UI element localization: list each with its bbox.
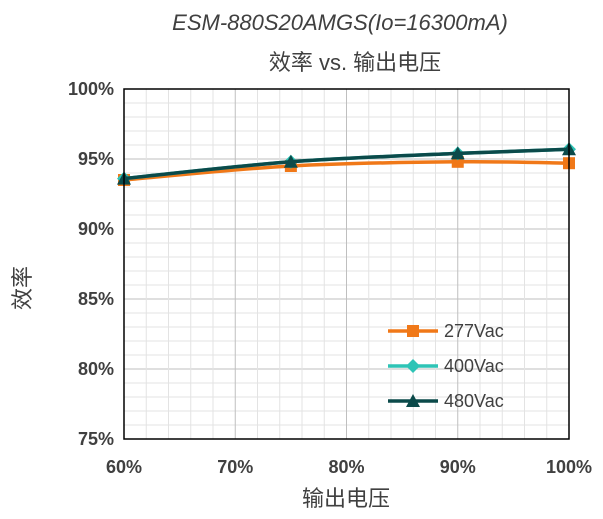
legend-label: 480Vac xyxy=(444,391,504,411)
legend-swatch-marker xyxy=(407,325,419,337)
x-tick-label: 100% xyxy=(546,457,592,477)
series-line xyxy=(123,159,570,182)
legend-label: 400Vac xyxy=(444,356,504,376)
y-tick-label: 80% xyxy=(78,359,114,379)
legend-item: 277Vac xyxy=(388,321,504,341)
legend-label: 277Vac xyxy=(444,321,504,341)
legend-item: 480Vac xyxy=(388,391,504,411)
chart-subtitle: 效率 vs. 输出电压 xyxy=(269,50,441,75)
series-480Vac xyxy=(117,142,576,185)
series-layer xyxy=(117,142,576,186)
y-tick-label: 90% xyxy=(78,219,114,239)
grid-lines xyxy=(123,88,570,440)
y-tick-label: 95% xyxy=(78,149,114,169)
x-tick-label: 90% xyxy=(440,457,476,477)
y-axis-ticks: 75% 80% 85% 90% 95% 100% xyxy=(68,79,114,449)
x-axis-ticks: 60% 70% 80% 90% 100% xyxy=(106,457,592,477)
series-line xyxy=(123,147,570,181)
plot-area-border xyxy=(123,88,570,440)
data-point xyxy=(283,154,298,168)
legend-swatch-marker xyxy=(406,394,420,407)
y-tick-label: 85% xyxy=(78,289,114,309)
legend-swatch-marker xyxy=(406,359,420,373)
x-tick-label: 80% xyxy=(328,457,364,477)
x-tick-label: 60% xyxy=(106,457,142,477)
data-point xyxy=(450,146,465,160)
y-axis-label: 效率 xyxy=(10,266,35,310)
chart-title: ESM-880S20AMGS(Io=16300mA) xyxy=(172,10,508,35)
x-axis-label: 输出电压 xyxy=(302,486,390,511)
y-tick-label: 75% xyxy=(78,429,114,449)
legend: 277Vac 400Vac 480Vac xyxy=(388,321,504,411)
legend-item: 400Vac xyxy=(388,356,504,376)
x-tick-label: 70% xyxy=(217,457,253,477)
y-tick-label: 100% xyxy=(68,79,114,99)
